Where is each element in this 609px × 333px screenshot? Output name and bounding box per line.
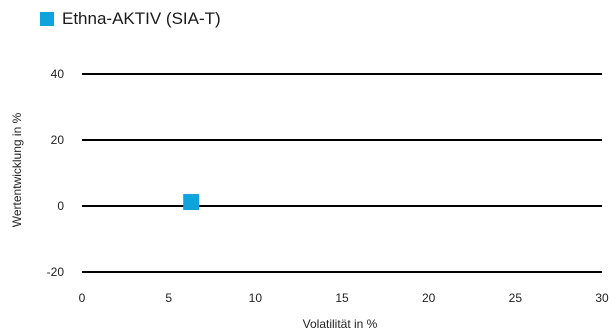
data-points (183, 194, 200, 211)
data-point-0-0 (183, 194, 200, 211)
grid-lines (82, 73, 602, 273)
y-tick-label: 0 (57, 199, 64, 213)
legend-swatch (40, 12, 54, 26)
legend: Ethna-AKTIV (SIA-T) (40, 8, 221, 30)
legend-label: Ethna-AKTIV (SIA-T) (62, 9, 221, 28)
x-tick-label: 10 (249, 291, 263, 305)
y-axis-title: Wertentwicklung in % (10, 112, 24, 227)
x-axis-tick-labels: 0 5 10 15 20 25 30 (79, 291, 609, 305)
x-tick-label: 25 (509, 291, 523, 305)
x-tick-label: 0 (79, 291, 86, 305)
y-tick-label: -20 (47, 265, 65, 279)
y-tick-label: 20 (51, 133, 65, 147)
y-axis-tick-labels: 40 20 0 -20 (47, 67, 65, 279)
x-tick-label: 15 (335, 291, 349, 305)
x-axis-title: Volatilität in % (303, 317, 378, 331)
x-tick-label: 20 (422, 291, 436, 305)
x-tick-label: 30 (595, 291, 609, 305)
x-tick-label: 5 (165, 291, 172, 305)
y-tick-label: 40 (51, 67, 65, 81)
